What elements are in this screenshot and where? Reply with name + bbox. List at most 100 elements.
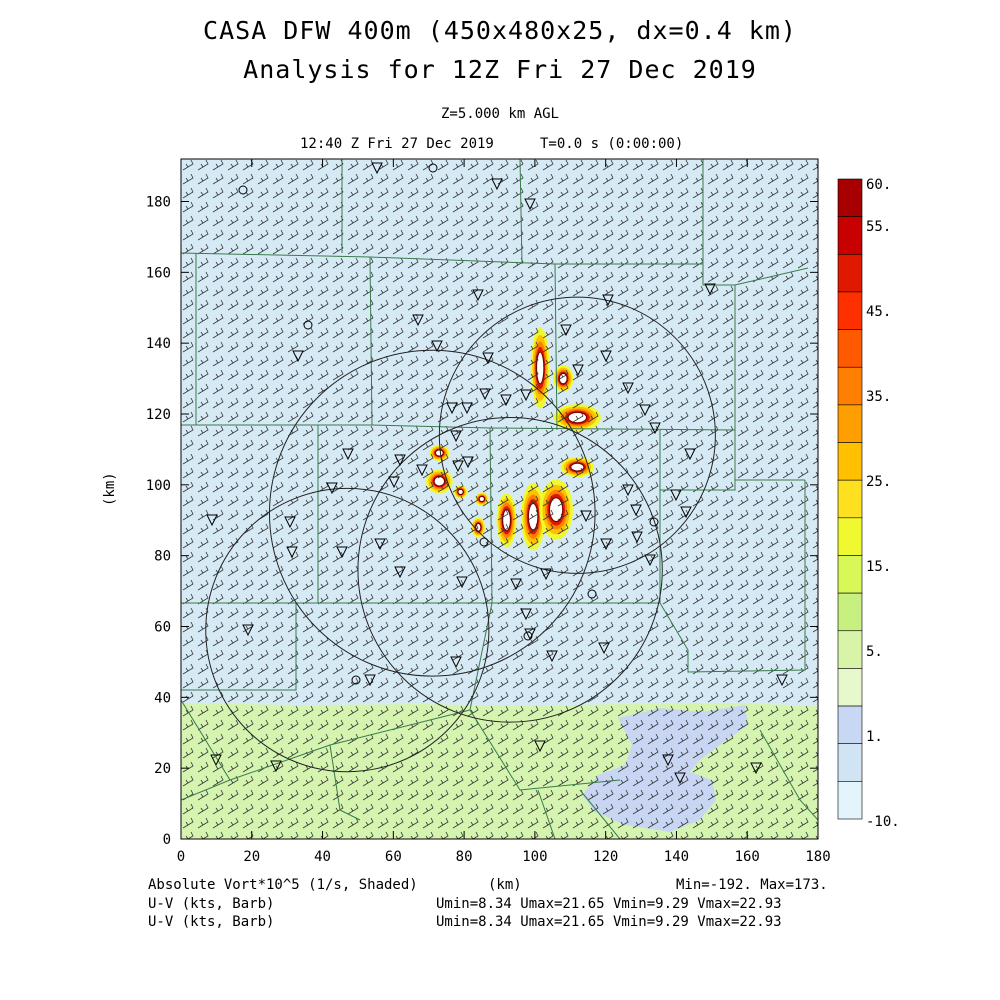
y-tick-label: 20 xyxy=(154,761,171,777)
site-marker xyxy=(704,283,716,296)
wind-stats-2: Umin=8.34 Umax=21.65 Vmin=9.29 Vmax=22.9… xyxy=(436,914,782,930)
y-tick-label: 120 xyxy=(146,407,171,423)
wind-stats-1: Umin=8.34 Umax=21.65 Vmin=9.29 Vmax=22.9… xyxy=(436,896,782,912)
site-marker xyxy=(540,568,552,581)
site-marker xyxy=(461,402,473,415)
x-tick-label: 180 xyxy=(805,849,830,865)
colorbar-swatch xyxy=(837,705,863,745)
colorbar-swatch xyxy=(837,517,863,556)
site-marker xyxy=(374,538,386,551)
colorbar-swatch xyxy=(837,442,863,481)
min-max-label: Min=-192. Max=173. xyxy=(676,877,828,893)
colorbar: 60. 55. 45. 35. 25. 15. 5. 1. -10. xyxy=(837,177,900,830)
y-axis: 0 20 40 60 80 100 120 140 160 180 xyxy=(146,195,818,848)
x-tick-label: 100 xyxy=(522,849,547,865)
site-marker xyxy=(326,482,338,495)
wind-barb-label-1: U-V (kts, Barb) xyxy=(148,896,275,912)
colorbar-label: 55. xyxy=(866,219,891,235)
colorbar-swatch xyxy=(837,329,863,368)
radar-ring xyxy=(357,417,663,723)
colorbar-swatch xyxy=(837,630,863,669)
site-marker xyxy=(510,578,522,591)
x-axis: 0 20 40 60 80 100 120 140 160 180 xyxy=(177,159,831,865)
site-marker xyxy=(286,546,298,559)
site-marker xyxy=(776,674,788,687)
site-marker xyxy=(482,352,494,365)
y-tick-label: 40 xyxy=(154,690,171,706)
y-axis-label: (km) xyxy=(102,472,118,506)
site-marker xyxy=(750,762,762,775)
site-marker xyxy=(431,340,443,353)
site-marker-circle xyxy=(649,517,659,527)
y-tick-label: 140 xyxy=(146,336,171,352)
site-marker xyxy=(560,324,572,337)
site-marker xyxy=(500,394,512,407)
colorbar-swatch xyxy=(837,253,863,293)
x-tick-label: 0 xyxy=(177,849,185,865)
y-tick-label: 160 xyxy=(146,265,171,281)
site-marker xyxy=(491,178,503,191)
colorbar-swatch xyxy=(837,479,863,519)
forecast-time-label: T=0.0 s (0:00:00) xyxy=(540,136,684,152)
x-tick-label: 80 xyxy=(456,849,473,865)
x-tick-label: 120 xyxy=(593,849,618,865)
site-marker xyxy=(622,484,634,497)
site-marker xyxy=(662,754,674,767)
y-tick-label: 100 xyxy=(146,478,171,494)
colorbar-label: 5. xyxy=(866,644,883,660)
observation-sites xyxy=(206,162,788,785)
x-axis-label: (km) xyxy=(488,877,522,893)
site-marker xyxy=(479,388,491,401)
map-area xyxy=(181,159,818,839)
site-marker-circle xyxy=(523,631,533,641)
x-tick-label: 20 xyxy=(243,849,260,865)
site-marker xyxy=(210,754,222,767)
colorbar-swatch xyxy=(837,216,863,255)
site-marker xyxy=(674,772,686,785)
site-marker xyxy=(364,674,376,687)
site-marker xyxy=(602,294,614,307)
site-marker xyxy=(649,422,661,435)
site-marker xyxy=(456,576,468,589)
colorbar-label: 35. xyxy=(866,389,891,405)
site-marker xyxy=(630,504,642,517)
colorbar-swatch xyxy=(837,668,863,707)
site-marker xyxy=(388,476,400,489)
colorbar-swatch xyxy=(837,743,863,782)
wind-barb-label-2: U-V (kts, Barb) xyxy=(148,914,275,930)
site-marker xyxy=(644,554,656,567)
site-marker xyxy=(462,456,474,469)
x-tick-label: 60 xyxy=(385,849,402,865)
site-marker xyxy=(670,489,682,502)
site-marker xyxy=(242,624,254,637)
y-tick-label: 180 xyxy=(146,195,171,211)
plot-frame xyxy=(180,158,819,840)
colorbar-label: 60. xyxy=(866,177,891,193)
wind-barbs xyxy=(181,159,818,839)
colorbar-swatch xyxy=(837,404,863,443)
colorbar-label: 1. xyxy=(866,729,883,745)
site-marker xyxy=(270,760,282,773)
field-label: Absolute Vort*10^5 (1/s, Shaded) xyxy=(148,877,418,893)
site-marker xyxy=(631,531,643,544)
site-marker xyxy=(546,650,558,663)
radar-ring xyxy=(268,349,596,677)
valid-time-label: 12:40 Z Fri 27 Dec 2019 xyxy=(300,136,494,152)
colorbar-label: 45. xyxy=(866,304,891,320)
site-marker xyxy=(450,656,462,669)
plot-title-line2: Analysis for 12Z Fri 27 Dec 2019 xyxy=(243,55,757,84)
plot-title-line1: CASA DFW 400m (450x480x25, dx=0.4 km) xyxy=(203,16,797,45)
colorbar-swatch xyxy=(837,366,863,406)
site-marker-circle xyxy=(303,320,313,330)
radar-range-rings xyxy=(205,296,716,773)
site-marker xyxy=(206,514,218,527)
site-marker xyxy=(472,289,484,302)
site-marker xyxy=(600,538,612,551)
site-marker xyxy=(371,162,383,175)
site-marker xyxy=(524,198,536,211)
site-marker xyxy=(598,642,610,655)
site-marker xyxy=(394,566,406,579)
radar-ring xyxy=(205,487,490,773)
site-marker xyxy=(580,510,592,523)
